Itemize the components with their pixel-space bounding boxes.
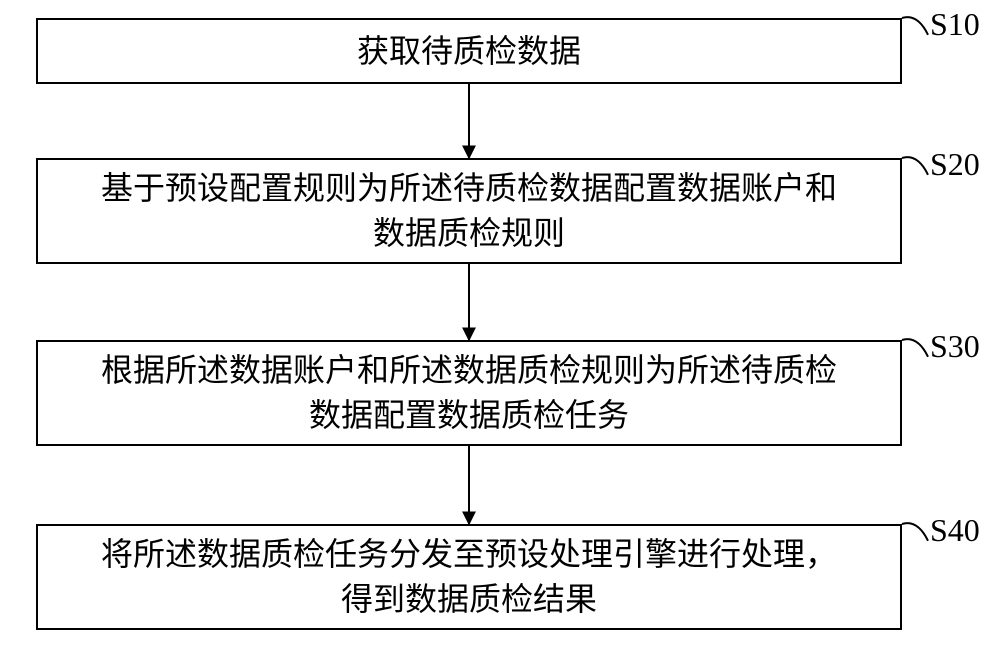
flow-node-text: 将所述数据质检任务分发至预设处理引擎进行处理， 得到数据质检结果: [101, 532, 837, 622]
flowchart-canvas: 获取待质检数据 基于预设配置规则为所述待质检数据配置数据账户和 数据质检规则 根…: [0, 0, 1000, 667]
flow-node-text: 基于预设配置规则为所述待质检数据配置数据账户和 数据质检规则: [101, 166, 837, 256]
step-label-s20: S20: [930, 146, 980, 183]
flow-node-s20: 基于预设配置规则为所述待质检数据配置数据账户和 数据质检规则: [36, 158, 902, 264]
flow-node-text: 根据所述数据账户和所述数据质检规则为所述待质检 数据配置数据质检任务: [101, 348, 837, 438]
flow-node-text: 获取待质检数据: [357, 29, 581, 74]
flow-node-s30: 根据所述数据账户和所述数据质检规则为所述待质检 数据配置数据质检任务: [36, 340, 902, 446]
step-label-s30: S30: [930, 328, 980, 365]
step-label-s40: S40: [930, 512, 980, 549]
flow-node-s10: 获取待质检数据: [36, 18, 902, 84]
flow-node-s40: 将所述数据质检任务分发至预设处理引擎进行处理， 得到数据质检结果: [36, 524, 902, 630]
step-label-s10: S10: [930, 6, 980, 43]
